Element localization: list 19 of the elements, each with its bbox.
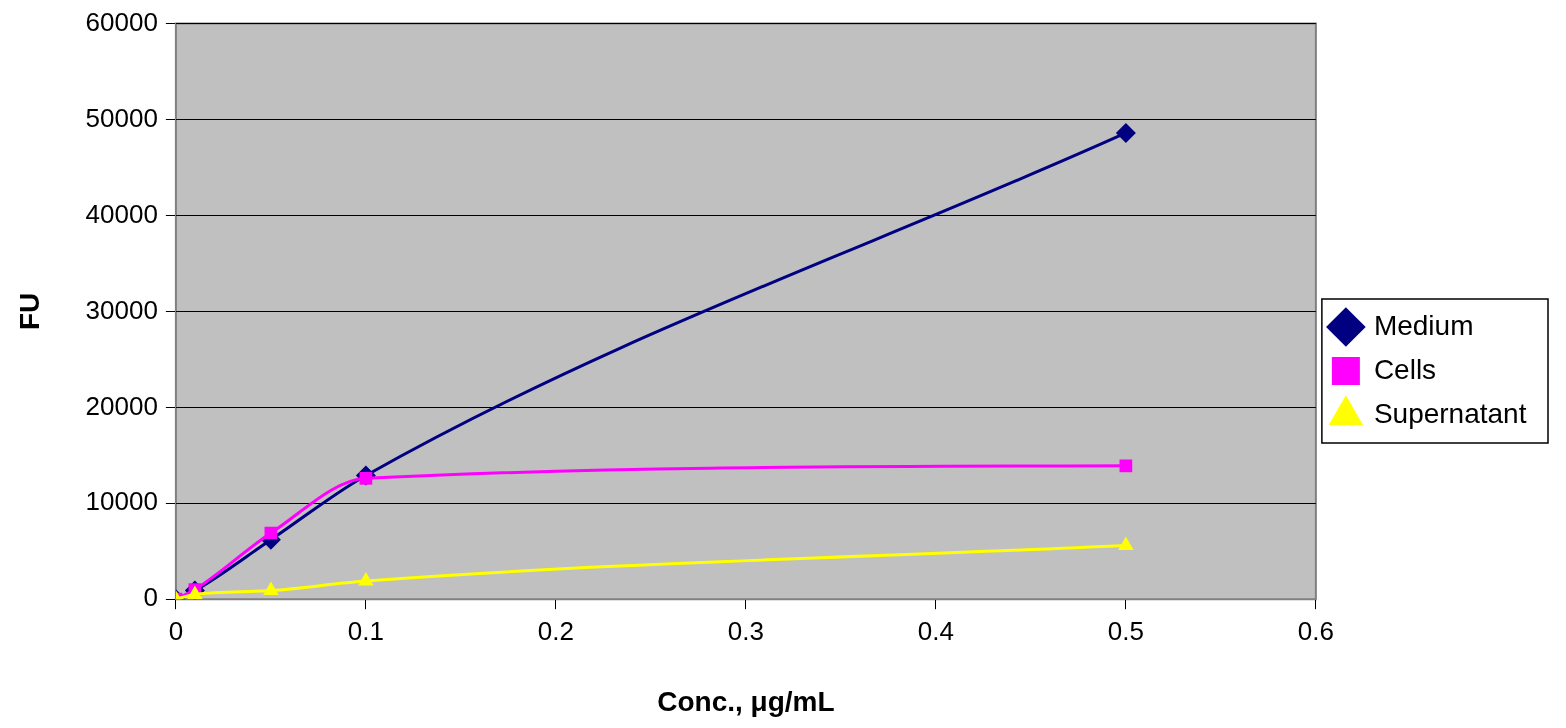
y-tick-label: 0	[143, 582, 158, 613]
x-axis-title: Conc., μg/mL	[657, 685, 835, 717]
x-tick-label: 0.6	[1297, 615, 1334, 646]
y-tick-label: 30000	[85, 294, 158, 325]
x-tick-label: 0.2	[537, 615, 574, 646]
x-tick-label: 0.1	[347, 615, 384, 646]
y-tick-label: 40000	[85, 198, 158, 229]
legend-label: Supernatant	[1373, 397, 1542, 429]
x-tick-label: 0	[168, 615, 184, 646]
legend-label: Cells	[1373, 353, 1452, 385]
x-tick-label: 0.5	[1107, 615, 1144, 646]
y-tick-label: 20000	[85, 390, 158, 421]
y-tick-label: 50000	[85, 102, 158, 133]
x-tick-label: 0.4	[917, 615, 954, 646]
legend-label: Medium	[1373, 309, 1490, 341]
y-axis-title: FU	[13, 292, 45, 331]
x-tick-label: 0.3	[727, 615, 764, 646]
y-tick-label: 60000	[85, 6, 158, 37]
y-tick-label: 10000	[85, 486, 158, 517]
